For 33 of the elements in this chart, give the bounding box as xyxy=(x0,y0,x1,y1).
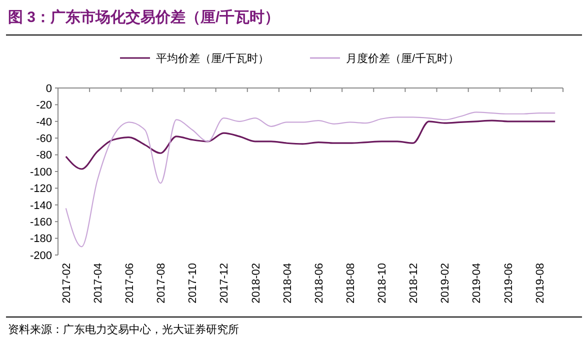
y-tick-label: -160 xyxy=(30,216,52,228)
y-tick-label: -20 xyxy=(36,100,52,112)
y-tick-label: -200 xyxy=(30,250,52,262)
x-tick-label: 2018-10 xyxy=(376,263,389,304)
x-tick-label: 2019-08 xyxy=(534,263,546,304)
x-tick-label: 2019-04 xyxy=(471,263,484,304)
x-tick-label: 2019-02 xyxy=(440,263,452,304)
x-tick-label: 2017-08 xyxy=(156,263,168,304)
x-tick-label: 2018-04 xyxy=(282,263,294,304)
y-tick-label: -140 xyxy=(30,200,52,212)
y-tick-label: -80 xyxy=(36,150,52,162)
line-series xyxy=(65,112,556,248)
y-tick-label: -120 xyxy=(30,183,52,196)
x-tick-label: 2017-10 xyxy=(187,263,200,304)
x-tick-label: 2017-12 xyxy=(218,263,231,304)
line-series xyxy=(65,120,556,170)
x-tick-label: 2017-02 xyxy=(60,263,73,304)
legend-label: 平均价差（厘/千瓦时） xyxy=(156,52,270,65)
y-tick-label: -60 xyxy=(36,132,52,145)
x-tick-label: 2017-06 xyxy=(124,263,136,304)
y-tick-label: -180 xyxy=(30,233,52,246)
chart-title: 图 3：广东市场化交易价差（厘/千瓦时） xyxy=(8,8,280,26)
y-tick-label: -100 xyxy=(30,166,52,178)
x-tick-label: 2018-06 xyxy=(313,263,326,304)
x-tick-label: 2019-06 xyxy=(502,263,515,304)
y-tick-label: 0 xyxy=(46,82,52,95)
x-tick-label: 2017-04 xyxy=(92,263,104,304)
text: 资料来源：广东电力交易中心，光大证券研究所 xyxy=(8,323,239,336)
legend-label: 月度价差（厘/千瓦时） xyxy=(346,52,460,65)
x-tick-label: 2018-02 xyxy=(250,263,262,304)
x-tick-label: 2018-08 xyxy=(344,263,357,304)
y-tick-label: -40 xyxy=(36,116,52,128)
x-tick-label: 2018-12 xyxy=(408,263,420,304)
